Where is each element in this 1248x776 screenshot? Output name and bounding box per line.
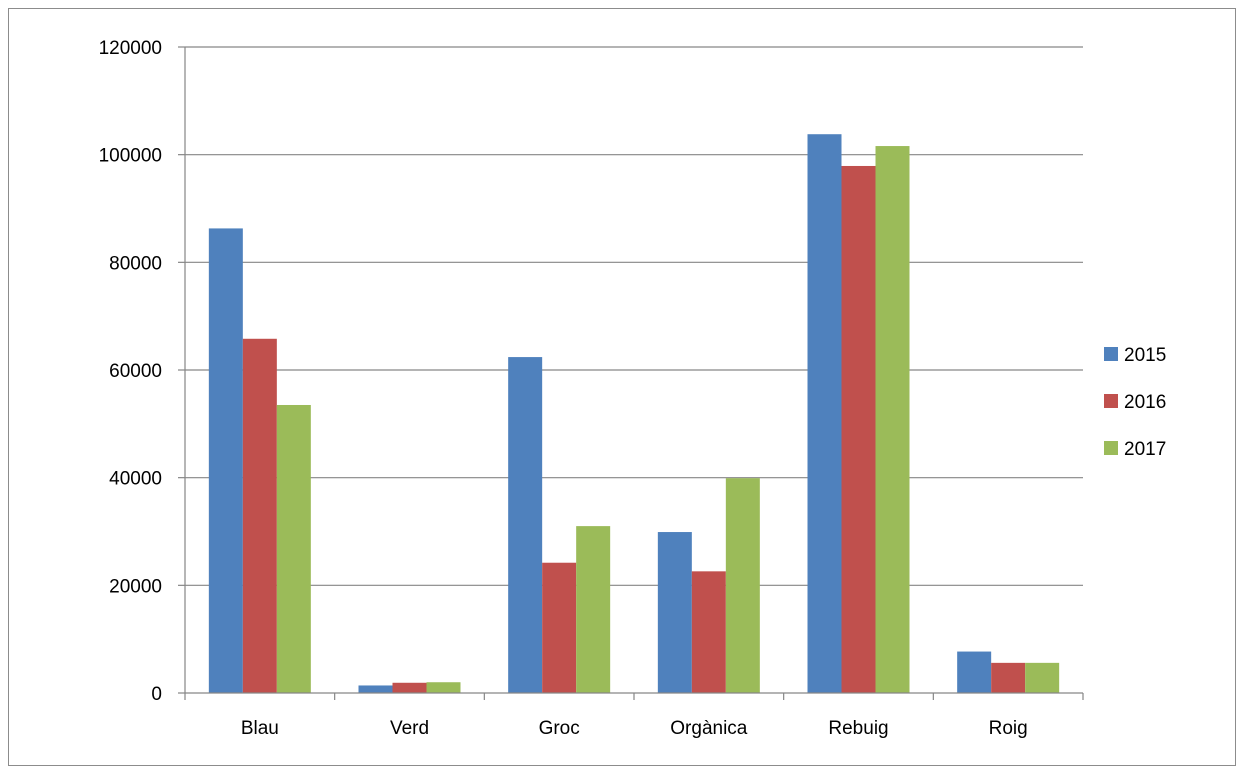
bar-2016-verd — [392, 682, 427, 693]
bar-2017-roig — [1025, 662, 1060, 693]
bar-2016-rebuig — [841, 165, 876, 693]
y-tick-label: 60000 — [109, 361, 162, 382]
x-tick-labels: Blau Verd Groc Orgànica Rebuig Roig — [241, 718, 1028, 739]
bar-2016-groc — [542, 562, 577, 693]
bar-2015-verd — [358, 685, 393, 693]
legend-swatch-2015 — [1104, 347, 1118, 361]
legend-label: 2016 — [1124, 392, 1166, 413]
x-tick-label: Groc — [539, 718, 580, 739]
bar-2015-rebuig — [807, 134, 842, 693]
legend-swatch-2016 — [1104, 394, 1118, 408]
legend-label: 2017 — [1124, 439, 1166, 460]
legend-label: 2015 — [1124, 345, 1166, 366]
legend: 2015 2016 2017 — [1104, 345, 1166, 460]
x-tick-label: Verd — [390, 718, 429, 739]
x-tick-label: Roig — [989, 718, 1028, 739]
bar-2017-groc — [576, 526, 611, 693]
x-tick-label: Rebuig — [828, 718, 888, 739]
bar-2016-roig — [991, 662, 1026, 693]
y-tick-label: 0 — [151, 684, 162, 705]
bar-2017-orgànica — [725, 478, 760, 693]
y-tick-label: 100000 — [99, 146, 162, 167]
bar-2015-blau — [208, 228, 243, 693]
y-tick-labels: 0 20000 40000 60000 80000 100000 120000 — [99, 38, 162, 705]
y-tick-label: 80000 — [109, 253, 162, 274]
bar-2015-roig — [957, 651, 992, 693]
y-tick-label: 20000 — [109, 576, 162, 597]
bar-2017-blau — [276, 404, 311, 693]
gridlines — [185, 46, 1083, 586]
bar-2016-orgànica — [691, 571, 726, 693]
legend-swatch-2017 — [1104, 441, 1118, 455]
bar-2016-blau — [242, 338, 277, 693]
bar-2017-verd — [426, 682, 461, 693]
bar-2015-orgànica — [657, 532, 692, 693]
x-tick-label: Blau — [241, 718, 279, 739]
x-tick-label: Orgànica — [670, 718, 748, 739]
y-tick-label: 40000 — [109, 469, 162, 490]
bars — [208, 134, 1060, 693]
axes — [178, 46, 1084, 700]
bar-2015-groc — [508, 357, 543, 693]
bar-2017-rebuig — [875, 146, 910, 693]
y-tick-label: 120000 — [99, 38, 162, 59]
